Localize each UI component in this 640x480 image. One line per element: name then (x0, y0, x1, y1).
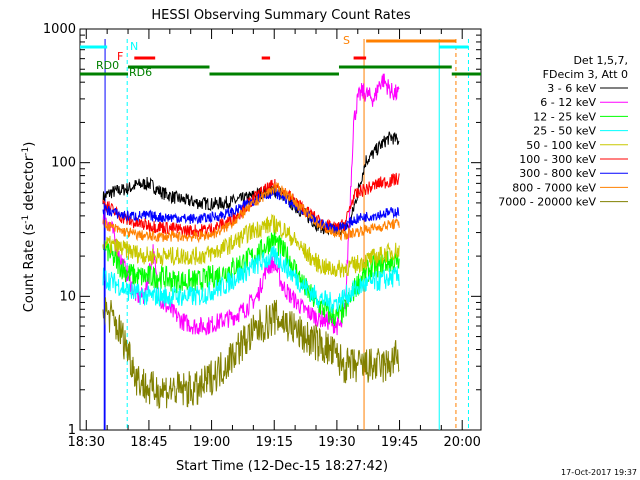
chart-title: HESSI Observing Summary Count Rates (151, 8, 410, 23)
series-line-8 (102, 181, 400, 244)
x-axis-label: Start Time (12-Dec-15 18:27:42) (176, 459, 388, 474)
plot-frame (79, 28, 482, 431)
flag-label-n: N (130, 40, 138, 53)
y-axis-label-mid: detector (22, 155, 37, 215)
y-axis-label-main: Count Rate (s (22, 224, 37, 313)
y-axis-label: Count Rate (s-1 detector-1) (21, 142, 37, 313)
legend-entry-label: 12 - 25 keV (533, 110, 596, 123)
y-axis-label-sup1: -1 (21, 215, 31, 224)
x-tick-label: 19:45 (381, 435, 418, 450)
series-line-4 (102, 245, 400, 315)
legend-entry-label: 100 - 300 keV (519, 153, 596, 166)
x-tick-label: 18:45 (130, 435, 167, 450)
x-tick-label: 19:30 (318, 435, 355, 450)
y-axis-label-end: ) (22, 142, 37, 147)
legend-entry-label: 6 - 12 keV (540, 96, 596, 109)
x-tick-label: 20:00 (443, 435, 480, 450)
x-tick-label: 18:30 (68, 435, 105, 450)
y-tick-label: 100 (51, 156, 76, 171)
plot-area: 1 10 100 1000 18:30 18:45 19:00 19:15 19:30 19:45… (43, 22, 482, 450)
series-line-9 (102, 297, 400, 410)
legend-entry-label: 3 - 6 keV (547, 82, 596, 95)
legend-entry-label: 7000 - 20000 keV (498, 196, 596, 209)
series-line-7 (102, 186, 400, 235)
timestamp: 17-Oct-2017 19:37 (561, 468, 637, 477)
legend-header-line2: FDecim 3, Att 0 (543, 68, 628, 81)
legend-entry-label: 300 - 800 keV (519, 167, 596, 180)
x-tick-label: 19:15 (256, 435, 293, 450)
series-line-5 (102, 213, 400, 278)
legend-entry-label: 50 - 100 keV (526, 139, 596, 152)
y-tick-label: 1 (68, 423, 76, 438)
legend-entry-label: 800 - 7000 keV (512, 181, 596, 194)
x-tick-label: 19:00 (193, 435, 230, 450)
legend-entry-label: 25 - 50 keV (533, 125, 596, 138)
y-tick-label: 1000 (43, 22, 76, 37)
y-tick-label: 10 (59, 289, 76, 304)
flag-label-f: F (117, 50, 123, 63)
legend-header-line1: Det 1,5,7, (573, 54, 628, 67)
flag-label-rd0: RD0 (96, 59, 119, 72)
y-axis-label-sup2: -1 (21, 147, 31, 156)
flag-label-rd6: RD6 (129, 66, 152, 79)
series-line-6 (102, 172, 400, 238)
flag-label-s: S (343, 34, 350, 47)
